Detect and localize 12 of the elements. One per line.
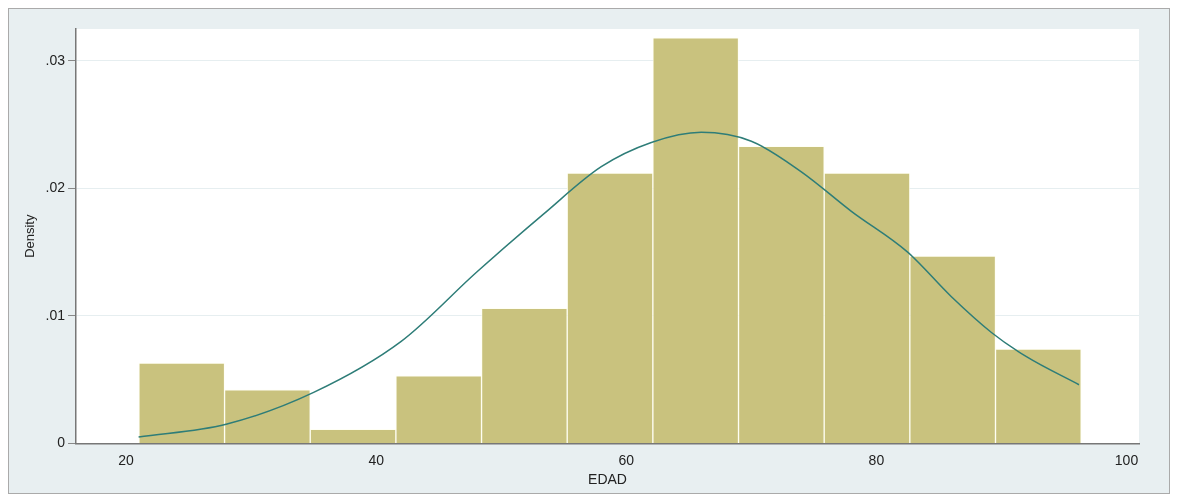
y-tick-label: 0	[57, 434, 66, 451]
x-tick-label: 80	[868, 451, 885, 468]
x-tick-label: 60	[618, 451, 635, 468]
x-axis-title: EDAD	[588, 471, 627, 488]
y-tick-label: .01	[45, 306, 66, 323]
y-tick-label: .03	[45, 51, 66, 68]
x-tick-label: 20	[118, 451, 135, 468]
y-axis-title: Density	[22, 214, 38, 258]
x-tick-label: 40	[368, 451, 385, 468]
y-tick-label: .02	[45, 179, 66, 196]
line-series	[137, 131, 1080, 438]
x-tick-label: 100	[1114, 451, 1139, 468]
